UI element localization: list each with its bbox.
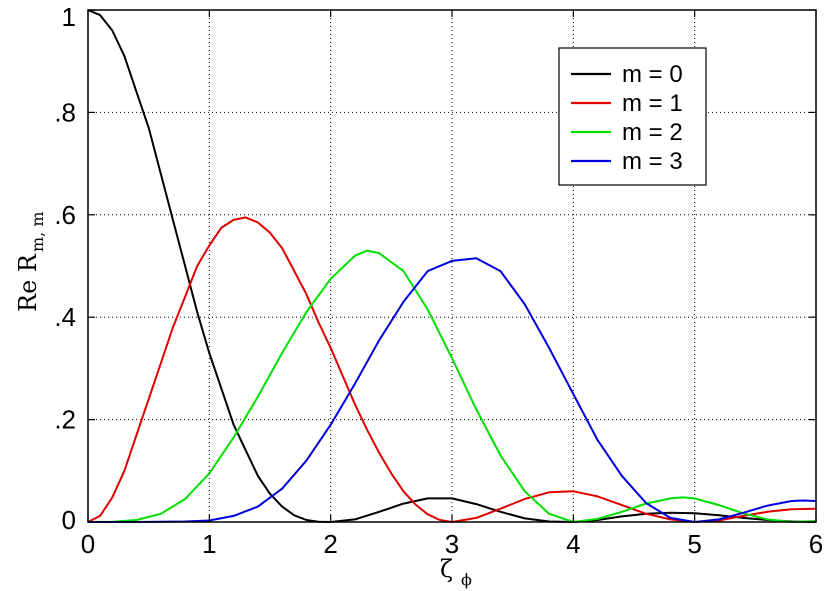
x-tick-label: 5 bbox=[687, 529, 701, 559]
legend: m = 0m = 1m = 2m = 3 bbox=[558, 47, 707, 186]
legend-label: m = 1 bbox=[622, 90, 683, 117]
y-tick-label: 1 bbox=[62, 2, 76, 32]
y-axis-title-sub: m, m bbox=[28, 212, 47, 253]
grid-layer bbox=[88, 10, 816, 522]
x-tick-label: 0 bbox=[81, 529, 95, 559]
series-line bbox=[88, 257, 817, 523]
x-tick-label: 2 bbox=[323, 529, 337, 559]
tick-layer: 0 1 2 3 4 5 6 0 .2 .4 .6 .8 1 bbox=[54, 2, 823, 559]
series-line bbox=[87, 216, 817, 523]
x-tick-label: 4 bbox=[566, 529, 580, 559]
y-tick-label: .2 bbox=[54, 405, 76, 435]
y-axis-title-main: Re R bbox=[14, 253, 42, 312]
y-tick-label: .6 bbox=[54, 200, 76, 230]
x-tick-label: 6 bbox=[809, 529, 823, 559]
legend-box bbox=[558, 47, 707, 186]
y-axis-title: Re Rm, m bbox=[14, 212, 47, 313]
series-line bbox=[87, 249, 817, 523]
y-tick-label: 0 bbox=[62, 505, 76, 535]
x-tick-label: 3 bbox=[445, 529, 459, 559]
y-tick-label: .4 bbox=[54, 302, 76, 332]
legend-label: m = 3 bbox=[622, 148, 683, 175]
legend-label: m = 0 bbox=[622, 61, 683, 88]
x-axis-title-main: ζ bbox=[440, 555, 453, 583]
legend-label: m = 2 bbox=[622, 119, 683, 146]
x-axis-title-sub: ϕ bbox=[461, 570, 472, 589]
x-tick-label: 1 bbox=[202, 529, 216, 559]
y-tick-label: .8 bbox=[54, 97, 76, 127]
